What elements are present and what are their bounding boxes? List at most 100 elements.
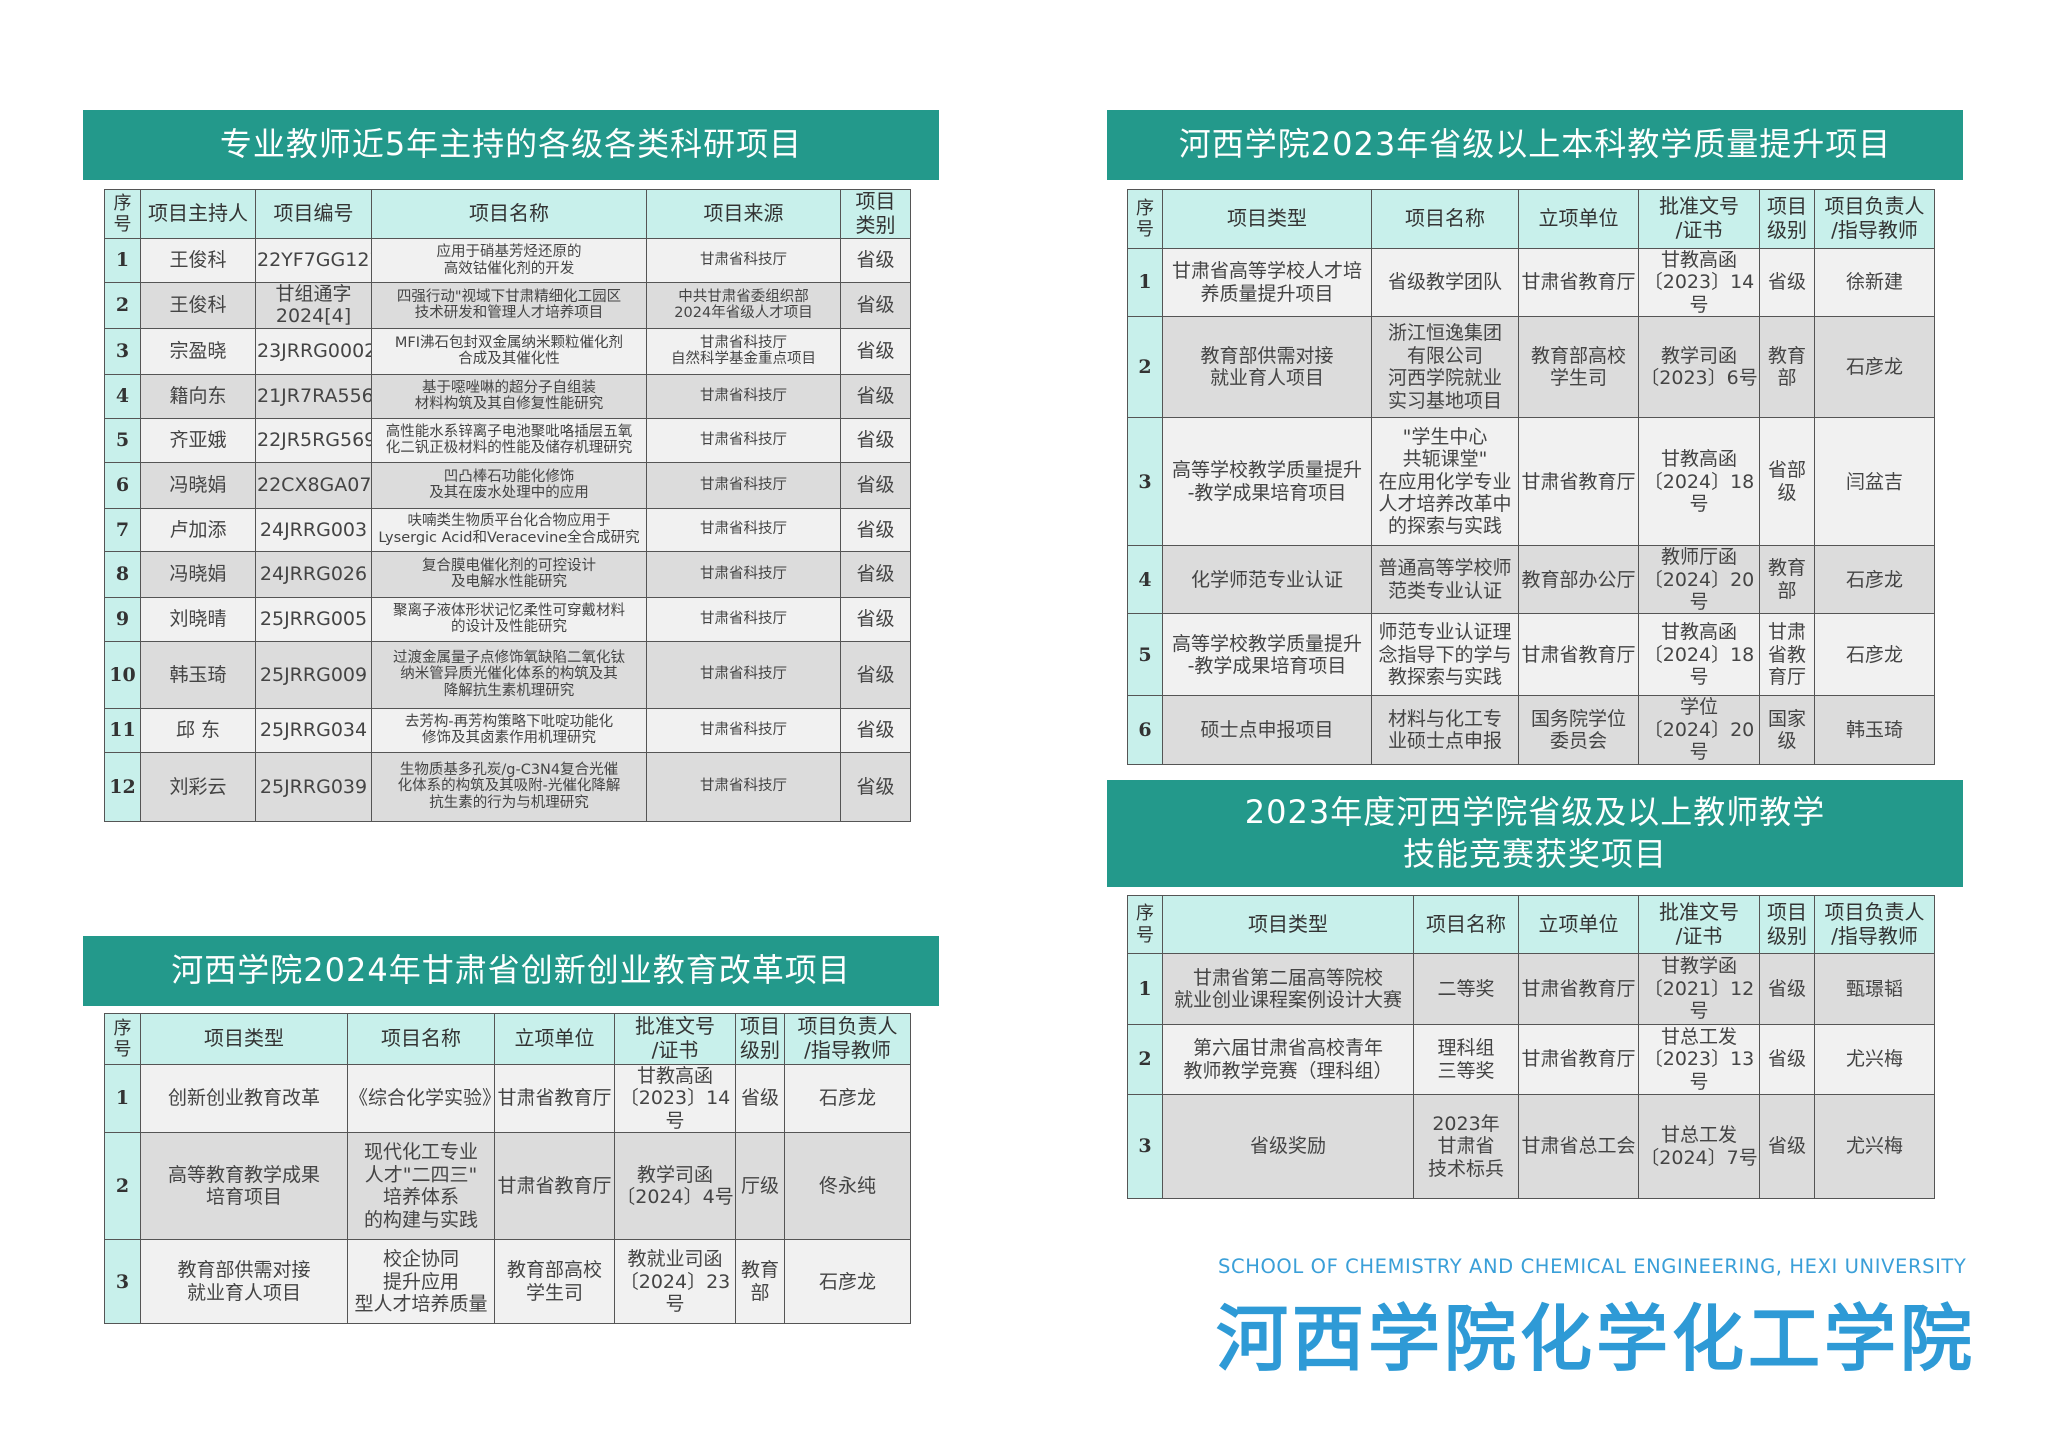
table-row: 5 高等学校教学质量提升 -教学成果培育项目 师范专业认证理 念指导下的学与 教探索…	[1127, 613, 1935, 697]
table-cell: 省级	[1759, 1024, 1815, 1095]
table-cell: 省级	[840, 373, 911, 419]
table-cell: 省级	[840, 640, 911, 709]
table-cell: 普通高等学校师 范类专业认证	[1371, 545, 1519, 615]
row-number: 5	[104, 417, 141, 463]
table-cell: 23JRRG0002	[255, 327, 372, 375]
row-number: 4	[1127, 545, 1163, 615]
row-number: 6	[104, 461, 141, 509]
table-cell: 甘肃省教育厅	[1518, 953, 1639, 1025]
column-header: 项目负责人 /指导教师	[1814, 895, 1935, 954]
table-cell: 石彦龙	[1814, 613, 1935, 697]
column-header: 项目编号	[255, 189, 372, 239]
table-cell: 甘肃省科技厅	[646, 417, 841, 463]
row-number: 12	[104, 751, 141, 822]
table-cell: 25JRRG009	[255, 640, 372, 709]
table-cell: 甘肃省第二届高等院校 就业创业课程案例设计大赛	[1162, 953, 1414, 1025]
row-number: 8	[104, 550, 141, 598]
table-row: 2 高等教育教学成果 培育项目 现代化工专业 人才"二四三" 培养体系 的构建与实践…	[104, 1132, 911, 1241]
row-number: 2	[1127, 316, 1163, 419]
table-cell: 省级	[840, 461, 911, 509]
column-header: 项目 级别	[1759, 895, 1815, 954]
table-cell: 省级	[1759, 953, 1815, 1025]
table-cell: 22CX8GA073	[255, 461, 372, 509]
table-cell: 甘肃省科技厅	[646, 238, 841, 283]
table-cell: 卢加添	[140, 507, 256, 552]
row-number: 2	[104, 282, 141, 329]
table-cell: 甘组通字 2024[4]	[255, 282, 372, 329]
table-cell: 齐亚娥	[140, 417, 256, 463]
table-cell: 刘彩云	[140, 751, 256, 822]
table-cell: 聚离子液体形状记忆柔性可穿戴材料 的设计及性能研究	[371, 596, 647, 642]
row-number: 11	[104, 707, 141, 753]
table-cell: 国家 级	[1759, 695, 1815, 765]
row-number: 7	[104, 507, 141, 552]
table-cell: 高等学校教学质量提升 -教学成果培育项目	[1162, 613, 1372, 697]
table-cell: 甘肃省科技厅	[646, 461, 841, 509]
table-cell: 省级	[840, 507, 911, 552]
table-row: 2 第六届甘肃省高校青年 教师教学竞赛（理科组） 理科组 三等奖 甘肃省教育厅 甘总工发…	[1127, 1024, 1935, 1095]
column-header: 立项单位	[494, 1013, 615, 1065]
row-number: 5	[1127, 613, 1163, 697]
column-header: 项目 级别	[735, 1013, 785, 1065]
column-header: 批准文号 /证书	[1638, 895, 1760, 954]
table-cell: 甘肃省科技厅	[646, 507, 841, 552]
table-row: 1 甘肃省高等学校人才培 养质量提升项目 省级教学团队 甘肃省教育厅 甘教高函 〔202…	[1127, 247, 1935, 318]
table-cell: 25JRRG039	[255, 751, 372, 822]
table-cell: 国务院学位 委员会	[1518, 695, 1639, 765]
table-cell: 教育 部	[1759, 545, 1815, 615]
column-header: 项目 级别	[1759, 189, 1815, 249]
table-cell: 韩玉琦	[1814, 695, 1935, 765]
table-cell: 甘肃省教育厅	[494, 1063, 615, 1134]
table-cell: 24JRRG026	[255, 550, 372, 598]
row-number: 1	[104, 238, 141, 283]
column-header: 项目主持人	[140, 189, 256, 239]
table-cell: 教就业司函 〔2024〕23号	[614, 1239, 736, 1325]
table-cell: 石彦龙	[1814, 545, 1935, 615]
table-cell: 22YF7GG127	[255, 238, 372, 283]
table-cell: 韩玉琦	[140, 640, 256, 709]
table-cell: 石彦龙	[1814, 316, 1935, 419]
table-cell: 佟永纯	[784, 1132, 911, 1241]
table-cell: 22JR5RG569	[255, 417, 372, 463]
header-row: 序 号项目主持人 项目编号 项目名称 项目来源 项目 类别	[104, 189, 911, 239]
table-row: 12 刘彩云 25JRRG039 生物质基多孔炭/g-C3N4复合光催 化体系的构筑及…	[104, 751, 911, 822]
table-row: 4 籍向东 21JR7RA556 基于噁唑啉的超分子自组装 材料构筑及其自修复性能研究…	[104, 373, 911, 419]
table-cell: 教育 部	[735, 1239, 785, 1325]
table-cell: 《综合化学实验》	[347, 1063, 495, 1134]
table-cell: 创新创业教育改革	[140, 1063, 348, 1134]
column-header: 项目名称	[347, 1013, 495, 1065]
table-cell: 凹凸棒石功能化修饰 及其在废水处理中的应用	[371, 461, 647, 509]
table-cell: 应用于硝基芳烃还原的 高效钴催化剂的开发	[371, 238, 647, 283]
table-cell: 25JRRG034	[255, 707, 372, 753]
table-cell: 教育部供需对接 就业育人项目	[140, 1239, 348, 1325]
table-cell: 甘教高函 〔2023〕14 号	[614, 1063, 736, 1134]
table-cell: 省级	[840, 751, 911, 822]
column-header: 立项单位	[1518, 189, 1639, 249]
table-cell: 甘肃省科技厅	[646, 550, 841, 598]
table-row: 2 王俊科 甘组通字 2024[4] 四强行动"视域下甘肃精细化工园区 技术研发和管理…	[104, 282, 911, 329]
table-cell: 省级教学团队	[1371, 247, 1519, 318]
table-cell: 甘总工发 〔2024〕7号	[1638, 1094, 1760, 1199]
row-number: 10	[104, 640, 141, 709]
table-cell: 尤兴梅	[1814, 1094, 1935, 1199]
table-row: 3 教育部供需对接 就业育人项目 校企协同 提升应用 型人才培养质量 教育部高校 学生…	[104, 1239, 911, 1325]
row-number: 3	[104, 327, 141, 375]
table-cell: 复合膜电催化剂的可控设计 及电解水性能研究	[371, 550, 647, 598]
table-cell: 高性能水系锌离子电池聚吡咯插层五氧 化二钒正极材料的性能及储存机理研究	[371, 417, 647, 463]
table-cell: 甘肃省教育厅	[494, 1132, 615, 1241]
table-cell: 甘肃省教育厅	[1518, 417, 1639, 547]
table-cell: 省级	[840, 550, 911, 598]
table-cell: 省级	[840, 417, 911, 463]
table-cell: 邱 东	[140, 707, 256, 753]
table-cell: 教育 部	[1759, 316, 1815, 419]
table-cell: 硕士点申报项目	[1162, 695, 1372, 765]
table-cell: 基于噁唑啉的超分子自组装 材料构筑及其自修复性能研究	[371, 373, 647, 419]
table-cell: 25JRRG005	[255, 596, 372, 642]
column-header: 批准文号 /证书	[614, 1013, 736, 1065]
table-cell: 师范专业认证理 念指导下的学与 教探索与实践	[1371, 613, 1519, 697]
table-row: 9 刘晓晴 25JRRG005 聚离子液体形状记忆柔性可穿戴材料 的设计及性能研究 甘肃…	[104, 596, 911, 642]
quality-banner: 河西学院2023年省级以上本科教学质量提升项目	[1107, 110, 1963, 180]
table-cell: 闫盆吉	[1814, 417, 1935, 547]
table-cell: 甘肃省总工会	[1518, 1094, 1639, 1199]
row-number: 3	[1127, 1094, 1163, 1199]
